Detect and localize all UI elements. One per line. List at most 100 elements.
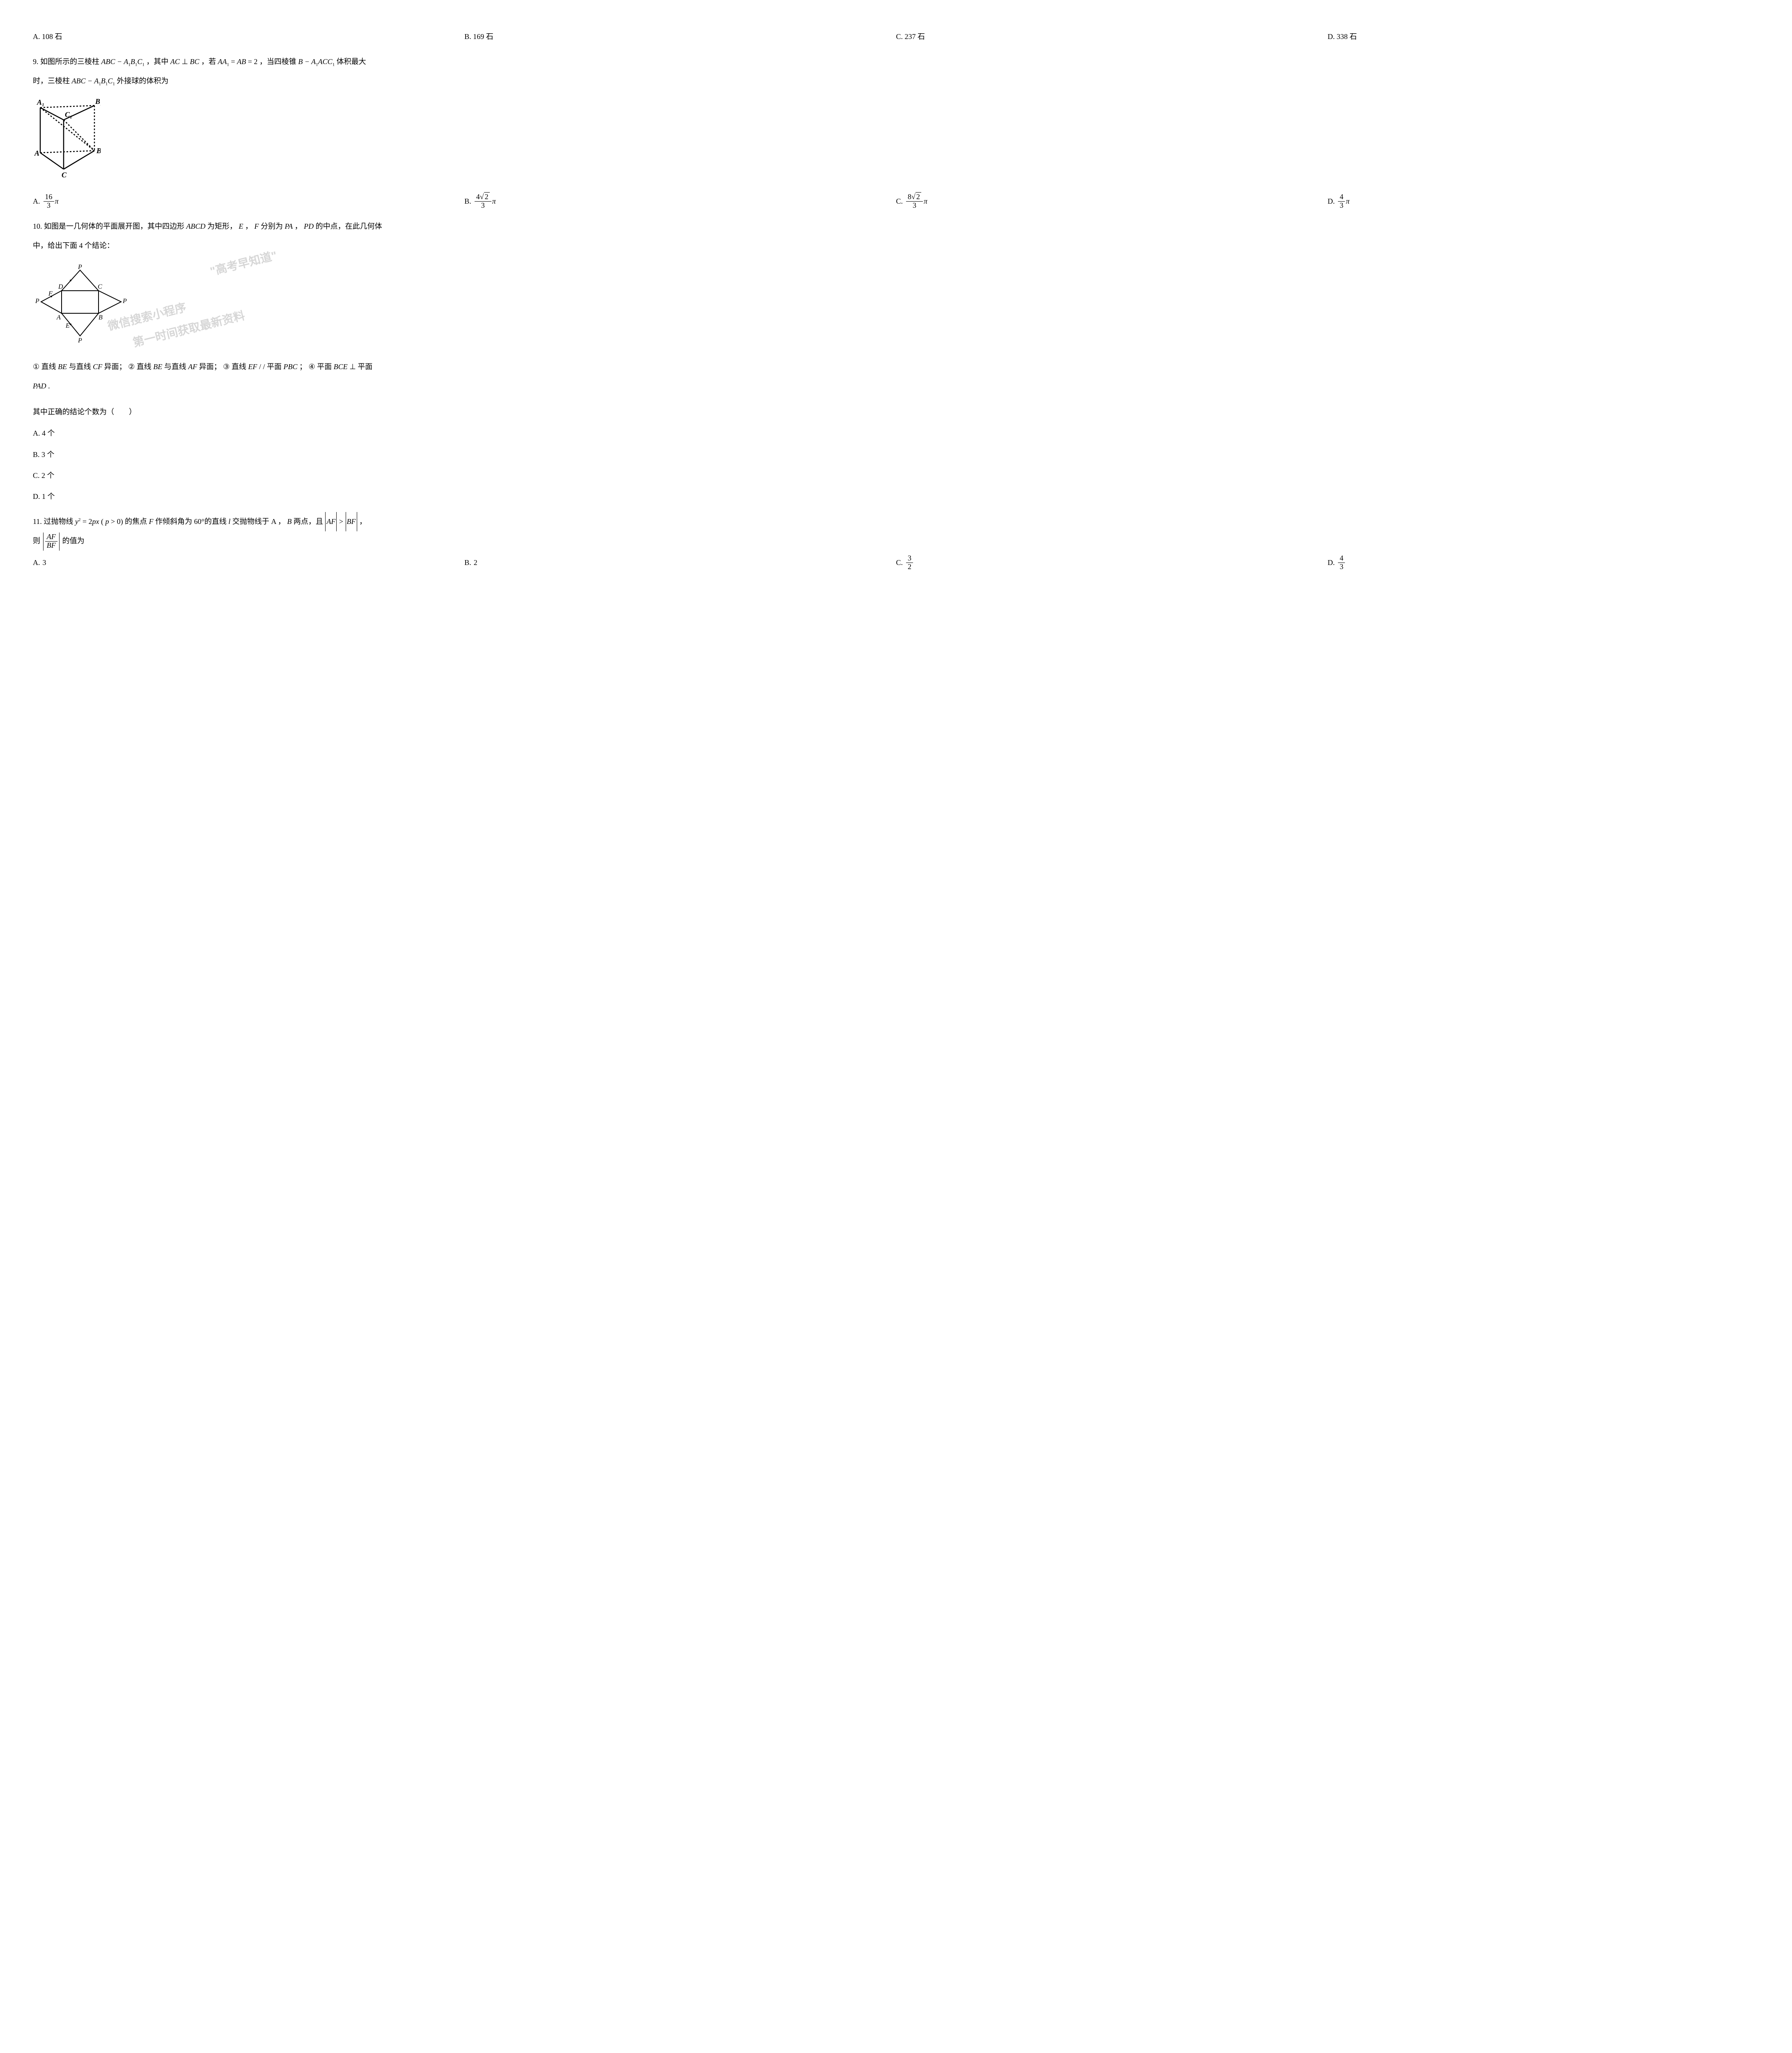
math: F (255, 222, 259, 230)
text: 与直线 (69, 363, 93, 371)
option-label: B. (33, 450, 40, 459)
text: ， (295, 222, 302, 230)
gt: > 0 (109, 517, 121, 526)
abs-fraction: AF BF (42, 533, 61, 551)
text: 异面； (104, 363, 128, 371)
math: BC (190, 57, 200, 66)
math: B − A (298, 57, 316, 66)
eq: = 2 (83, 517, 92, 526)
math: BE (58, 363, 67, 371)
q8-option-c: C. 237 石 (896, 28, 1328, 46)
numerator: 4 (1338, 554, 1345, 563)
numerator: AF (45, 533, 57, 542)
text: 平面 (267, 363, 284, 371)
label-b: B (96, 147, 101, 155)
math: C (108, 77, 112, 85)
sub: 1 (112, 82, 115, 87)
q11-option-d: D. 4 3 (1328, 554, 1759, 572)
option-value: 237 石 (905, 28, 925, 46)
sub: 1 (142, 62, 145, 67)
q10-number: 10. (33, 222, 42, 230)
label-p2: P (35, 298, 39, 305)
math: BE (153, 363, 162, 371)
text: 作倾斜角为 60°的直线 (155, 517, 228, 526)
q11-option-b: B. 2 (464, 554, 896, 572)
label-p4: P (78, 337, 82, 344)
bar-icon (43, 533, 44, 551)
pi: π (1346, 193, 1349, 210)
text: 过抛物线 (44, 517, 75, 526)
option-label: D. (1328, 193, 1335, 210)
text: 如图所示的三棱柱 (40, 57, 101, 66)
q9-text: 9. 如图所示的三棱柱 ABC − A1B1C1 ，其中 AC ⊥ BC ，若 … (33, 52, 1759, 91)
text: 直线 (137, 363, 154, 371)
text: 为矩形， (207, 222, 237, 230)
text: 如图是一几何体的平面展开图，其中四边形 (44, 222, 186, 230)
paren: ) (121, 517, 123, 526)
option-value: 3 (43, 554, 46, 572)
q10-figure: P D C F P P A B E P (33, 262, 1759, 351)
math: PA (285, 222, 293, 230)
math: BF (347, 517, 356, 526)
math: AA (218, 57, 227, 66)
fraction: 4 3 (1338, 193, 1345, 210)
math: ABCD (186, 222, 206, 230)
option-label: B. (464, 28, 471, 46)
q11-text: 11. 过抛物线 y2 = 2px ( p > 0) 的焦点 F 作倾斜角为 6… (33, 512, 1759, 551)
numerator: 4 (1338, 193, 1345, 202)
label-a1: A₁ (37, 98, 44, 106)
label-c: C (62, 171, 67, 179)
sqrt-icon: 2 (480, 193, 490, 201)
numerator: 42 (475, 193, 491, 202)
math: x (96, 517, 99, 526)
text: 则 (33, 537, 40, 545)
q9-number: 9. (33, 57, 39, 66)
q11-options: A. 3 B. 2 C. 3 2 D. 4 3 (33, 554, 1759, 572)
option-label: D. (1328, 28, 1335, 46)
gt: > (339, 517, 343, 526)
prism-diagram: A₁ B₁ C₁ A B C (33, 97, 101, 179)
label-e: E (65, 322, 70, 329)
text: 的焦点 (125, 517, 149, 526)
q8-option-d: D. 338 石 (1328, 28, 1759, 46)
radicand: 2 (484, 192, 490, 201)
text: 分别为 (261, 222, 285, 230)
eq: = 2 ，当四棱锥 (248, 57, 298, 66)
option-label: B. (464, 193, 471, 210)
q9-option-c: C. 82 3 π (896, 193, 1328, 210)
abs-bars: BF (346, 512, 357, 531)
fraction: 42 3 (475, 193, 491, 210)
label-p3: P (122, 298, 127, 305)
q10-option-b: B. 3 个 (33, 446, 1759, 464)
denominator: 3 (1338, 563, 1345, 571)
denominator: 2 (906, 563, 913, 571)
parallel: / / (259, 363, 267, 371)
label-p: P (78, 264, 82, 271)
pi: π (492, 193, 496, 210)
q9-option-a: A. 16 3 π (33, 193, 464, 210)
text: 时，三棱柱 (33, 77, 72, 85)
math: AF (326, 517, 335, 526)
fraction: 16 3 (44, 193, 54, 210)
denominator: 3 (1338, 202, 1345, 210)
circled-3: ③ (223, 357, 229, 377)
fraction: AF BF (45, 533, 57, 550)
math: PBC (283, 363, 297, 371)
math: l (228, 517, 230, 526)
text: ，其中 (146, 57, 170, 66)
option-label: B. (464, 554, 471, 572)
bar-icon (59, 533, 60, 551)
q10-option-a: A. 4 个 (33, 425, 1759, 442)
math: BCE (334, 363, 348, 371)
option-label: D. (1328, 554, 1335, 572)
q10-figure-area: P D C F P P A B E P "高考早知道" 微信搜索小程序 第一时间… (33, 262, 1759, 351)
label-d: D (58, 283, 63, 290)
math: AC (170, 57, 180, 66)
option-label: C. (33, 471, 40, 480)
text: 体积最大 (337, 57, 366, 66)
q9-option-d: D. 4 3 π (1328, 193, 1759, 210)
math: EF (248, 363, 257, 371)
option-value: 2 个 (41, 471, 55, 480)
fraction: 4 3 (1338, 554, 1345, 571)
perp: ⊥ (349, 363, 358, 371)
